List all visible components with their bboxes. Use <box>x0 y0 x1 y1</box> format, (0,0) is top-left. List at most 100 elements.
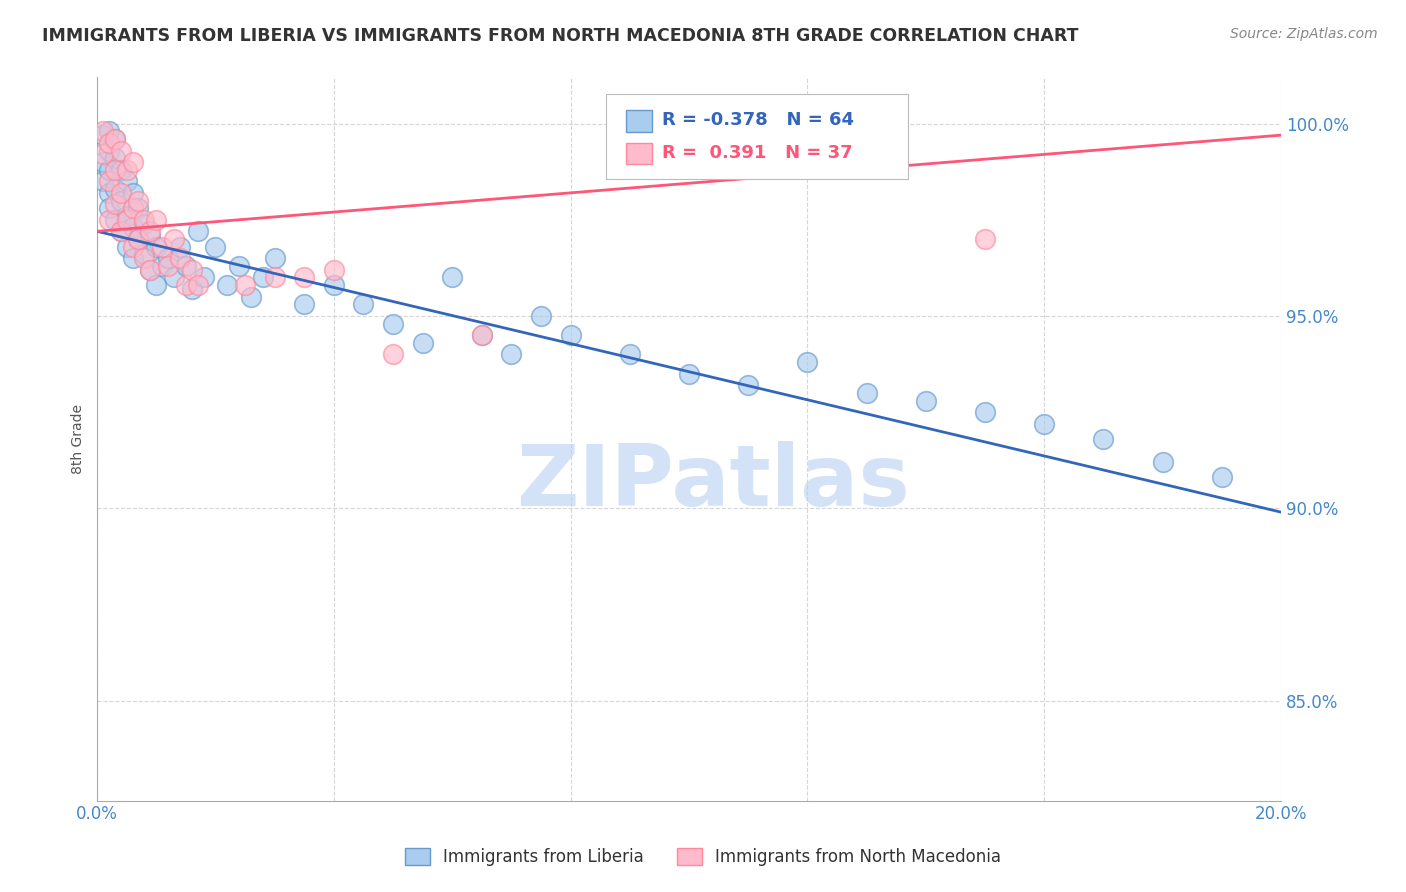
Point <box>737 378 759 392</box>
Point <box>217 278 239 293</box>
Point <box>121 201 143 215</box>
Point <box>127 201 149 215</box>
Point <box>115 174 138 188</box>
Point <box>97 201 120 215</box>
Point <box>139 228 162 243</box>
Point <box>678 367 700 381</box>
Point <box>121 252 143 266</box>
Point <box>233 278 256 293</box>
Point <box>97 162 120 177</box>
Point <box>91 155 114 169</box>
Point <box>121 155 143 169</box>
Point <box>104 162 127 177</box>
Point <box>115 162 138 177</box>
Y-axis label: 8th Grade: 8th Grade <box>72 404 86 474</box>
Text: Source: ZipAtlas.com: Source: ZipAtlas.com <box>1230 27 1378 41</box>
Point <box>239 290 262 304</box>
Point <box>169 252 191 266</box>
Point <box>121 220 143 235</box>
Point <box>110 224 132 238</box>
Point <box>352 297 374 311</box>
Point <box>97 136 120 150</box>
Text: ZIPatlas: ZIPatlas <box>516 441 910 524</box>
Point <box>163 232 186 246</box>
Point <box>104 197 127 211</box>
Point <box>139 224 162 238</box>
Point <box>97 174 120 188</box>
Point <box>110 162 132 177</box>
Text: R =  0.391   N = 37: R = 0.391 N = 37 <box>662 144 852 161</box>
Point <box>530 309 553 323</box>
Point <box>1211 470 1233 484</box>
Point <box>855 385 877 400</box>
FancyBboxPatch shape <box>626 143 652 164</box>
Point <box>91 128 114 143</box>
Point <box>1092 432 1115 446</box>
Text: R = -0.378   N = 64: R = -0.378 N = 64 <box>662 112 853 129</box>
Point <box>157 252 180 266</box>
FancyBboxPatch shape <box>626 110 652 132</box>
Point <box>127 232 149 246</box>
Point <box>110 186 132 200</box>
Point <box>145 278 167 293</box>
Point <box>412 335 434 350</box>
Point <box>134 212 156 227</box>
Point <box>263 270 285 285</box>
Point <box>139 262 162 277</box>
Point <box>97 212 120 227</box>
Point <box>1033 417 1056 431</box>
Point <box>180 282 202 296</box>
Point <box>382 347 405 361</box>
Point <box>292 270 315 285</box>
Text: IMMIGRANTS FROM LIBERIA VS IMMIGRANTS FROM NORTH MACEDONIA 8TH GRADE CORRELATION: IMMIGRANTS FROM LIBERIA VS IMMIGRANTS FR… <box>42 27 1078 45</box>
Point <box>157 259 180 273</box>
Point <box>91 147 114 161</box>
Point <box>322 262 344 277</box>
Point <box>104 132 127 146</box>
Point <box>619 347 641 361</box>
Legend: Immigrants from Liberia, Immigrants from North Macedonia: Immigrants from Liberia, Immigrants from… <box>398 841 1008 873</box>
Point <box>134 217 156 231</box>
Point <box>134 247 156 261</box>
Point <box>97 186 120 200</box>
Point <box>104 132 127 146</box>
Point <box>169 240 191 254</box>
Point <box>174 259 197 273</box>
Point <box>110 224 132 238</box>
Point <box>127 232 149 246</box>
Point <box>974 232 997 246</box>
Point <box>471 328 494 343</box>
Point <box>91 124 114 138</box>
Point <box>91 174 114 188</box>
Point <box>121 240 143 254</box>
Point <box>104 182 127 196</box>
Point <box>115 212 138 227</box>
Point <box>501 347 523 361</box>
Point <box>796 355 818 369</box>
Point <box>263 252 285 266</box>
Point <box>127 194 149 208</box>
Point <box>134 252 156 266</box>
Point <box>121 186 143 200</box>
Point <box>471 328 494 343</box>
Point <box>252 270 274 285</box>
Point <box>193 270 215 285</box>
Point <box>974 405 997 419</box>
Point <box>163 270 186 285</box>
Point <box>150 240 173 254</box>
Point <box>322 278 344 293</box>
Point <box>97 144 120 158</box>
Point <box>115 209 138 223</box>
Point <box>97 124 120 138</box>
Point <box>441 270 464 285</box>
Point <box>560 328 582 343</box>
Point <box>187 224 209 238</box>
Point <box>180 262 202 277</box>
Point <box>228 259 250 273</box>
Point <box>204 240 226 254</box>
FancyBboxPatch shape <box>606 94 908 178</box>
Point <box>174 278 197 293</box>
Point <box>104 151 127 165</box>
Point <box>382 317 405 331</box>
Point <box>104 212 127 227</box>
